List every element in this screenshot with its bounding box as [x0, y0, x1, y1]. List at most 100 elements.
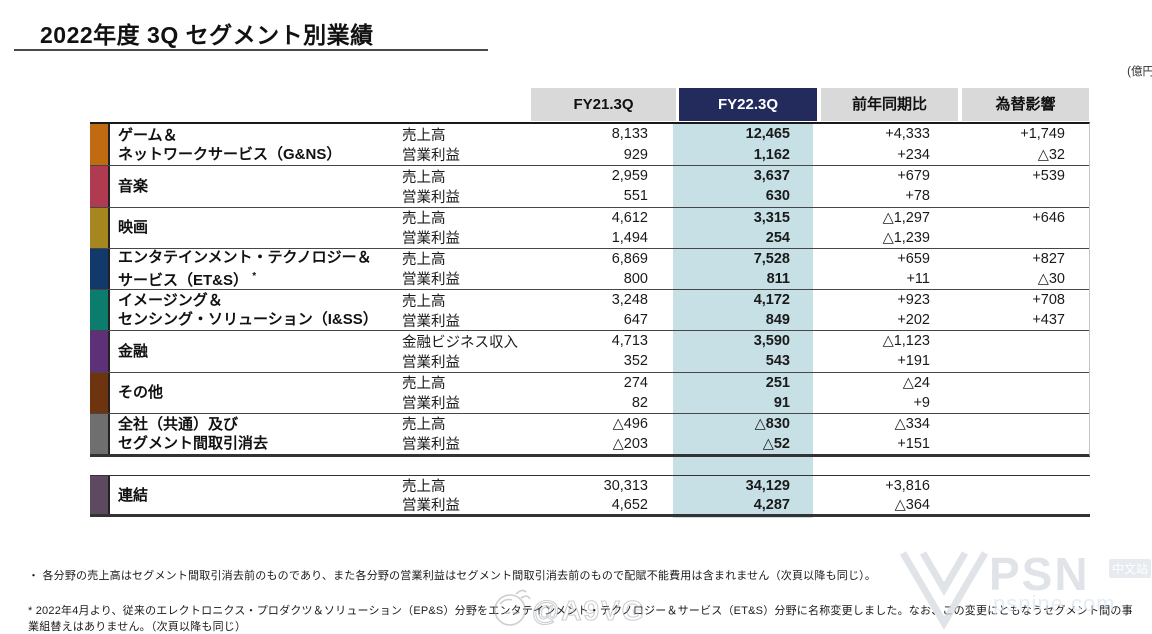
fx-value — [935, 495, 1065, 514]
fy22-value: 4,287 — [753, 496, 790, 513]
sales-row: 売上高 3,248 4,172 +923 +708 — [402, 290, 1089, 310]
footnote-1: ・ 各分野の売上高はセグメント間取引消去前のものであり、また各分野の営業利益はセ… — [28, 570, 877, 582]
fy21-value: 4,652 — [611, 496, 648, 513]
yoy-value: △1,239 — [882, 229, 930, 246]
yoy-value: +3,816 — [885, 477, 930, 494]
metric-label: 営業利益 — [402, 354, 460, 371]
metric-label: 金融ビジネス収入 — [402, 334, 518, 351]
fy21-value: 352 — [623, 353, 648, 370]
yoy-value: +679 — [897, 168, 930, 185]
segment-row-music: 音楽 売上高 2,959 3,637 +679 +539 営業利益 551 63… — [90, 165, 1089, 207]
fy22-value: 251 — [765, 374, 790, 391]
segment-name-line: セグメント間取引消去 — [118, 434, 269, 452]
segment-name: エンタテインメント・テクノロジー＆ サービス（ET&S） * — [118, 249, 490, 289]
metric-label: 営業利益 — [402, 272, 460, 289]
segment-name: 全社（共通）及び セグメント間取引消去 — [118, 414, 490, 454]
fx-value — [935, 414, 1065, 434]
metric-label: 営業利益 — [402, 498, 460, 514]
fx-value: +827 — [1032, 250, 1065, 267]
segment-color-bar — [90, 331, 110, 372]
fy21-value: 3,248 — [611, 292, 648, 309]
yoy-value: △24 — [902, 374, 930, 391]
metric-label: 売上高 — [402, 252, 446, 269]
column-header-fx: 為替影響 — [962, 88, 1089, 121]
fx-value: +437 — [1032, 312, 1065, 329]
fx-value: +708 — [1032, 292, 1065, 309]
yoy-value: +234 — [897, 146, 930, 163]
segment-values: 売上高 274 251 △24 営業利益 82 91 +9 — [402, 373, 1089, 413]
segment-name: 映画 — [118, 208, 490, 248]
fy22-value: 12,465 — [745, 126, 790, 143]
fy22-value: 3,315 — [753, 209, 790, 226]
fy22-value: 630 — [765, 188, 790, 205]
profit-row: 営業利益 1,494 254 △1,239 — [402, 228, 1089, 248]
segment-color-bar — [90, 476, 110, 514]
segment-row-pictures: 映画 売上高 4,612 3,315 △1,297 +646 営業利益 1,49… — [90, 206, 1089, 248]
fy22-value: △52 — [762, 435, 790, 452]
profit-row: 営業利益 △203 △52 +151 — [402, 434, 1089, 454]
fy21-value: 4,612 — [611, 209, 648, 226]
segment-values: 売上高 6,869 7,528 +659 +827 営業利益 800 811 +… — [402, 249, 1089, 289]
fy22-value: 849 — [765, 312, 790, 329]
segment-row-other: その他 売上高 274 251 △24 営業利益 82 91 +9 — [90, 371, 1089, 413]
metric-label: 売上高 — [402, 417, 446, 434]
profit-row: 営業利益 352 543 +191 — [402, 351, 1089, 371]
segment-values: 売上高 3,248 4,172 +923 +708 営業利益 647 849 +… — [402, 290, 1089, 330]
fy21-value: 30,313 — [603, 477, 648, 494]
fx-value — [935, 434, 1065, 454]
segment-name-line: 連結 — [118, 486, 149, 504]
fy22-value: 254 — [765, 229, 790, 246]
sales-row: 売上高 4,612 3,315 △1,297 +646 — [402, 208, 1089, 228]
fx-value — [935, 186, 1065, 206]
fx-value — [935, 351, 1065, 371]
yoy-value: +191 — [897, 353, 930, 370]
sales-row: 金融ビジネス収入 4,713 3,590 △1,123 — [402, 331, 1089, 351]
segment-name-line: 金融 — [118, 342, 149, 360]
sales-row: 売上高 30,313 34,129 +3,816 — [402, 476, 1090, 496]
segment-name: 金融 — [118, 331, 490, 371]
consolidated-table: 連結 売上高 30,313 34,129 +3,816 営業利益 4,652 4… — [90, 475, 1090, 517]
metric-label: 営業利益 — [402, 189, 460, 206]
segment-name: ゲーム＆ ネットワークサービス（G&NS） — [118, 124, 490, 165]
fy22-value: 543 — [765, 353, 790, 370]
fy21-value: 800 — [623, 270, 648, 287]
metric-label: 売上高 — [402, 376, 446, 393]
segment-name-line: 映画 — [118, 219, 149, 237]
metric-label: 営業利益 — [402, 231, 460, 248]
fy21-value: 647 — [623, 312, 648, 329]
segment-name: イメージング＆ センシング・ソリューション（I&SS） — [118, 290, 490, 330]
fx-value — [935, 373, 1065, 393]
segment-row-gns: ゲーム＆ ネットワークサービス（G&NS） 売上高 8,133 12,465 +… — [90, 124, 1089, 166]
fx-value: +539 — [1032, 168, 1065, 185]
yoy-value: △1,123 — [882, 333, 930, 350]
sales-row: 売上高 2,959 3,637 +679 +539 — [402, 166, 1089, 186]
profit-row: 営業利益 647 849 +202 +437 — [402, 310, 1089, 330]
fy22-value: 3,637 — [753, 168, 790, 185]
segment-color-bar — [90, 290, 110, 331]
fy21-value: 551 — [623, 188, 648, 205]
metric-label: 売上高 — [402, 127, 446, 144]
fy22-value: 811 — [766, 270, 790, 287]
profit-row: 営業利益 929 1,162 +234 △32 — [402, 145, 1089, 166]
segment-name: その他 — [118, 373, 490, 413]
column-header-yoy: 前年同期比 — [821, 88, 958, 121]
segment-name: 連結 — [118, 476, 490, 514]
yoy-value: +923 — [897, 292, 930, 309]
metric-label: 売上高 — [402, 211, 446, 228]
yoy-value: +9 — [913, 394, 930, 411]
segment-name-text: サービス（ET&S） — [118, 271, 249, 289]
segment-color-bar — [90, 248, 110, 289]
sales-row: 売上高 △496 △830 △334 — [402, 414, 1089, 434]
profit-row: 営業利益 4,652 4,287 △364 — [402, 495, 1090, 515]
profit-row: 営業利益 800 811 +11 △30 — [402, 269, 1089, 289]
title-underline — [14, 49, 488, 51]
fy21-value: 8,133 — [611, 126, 648, 143]
fy22-value: △830 — [754, 415, 790, 432]
segment-values: 売上高 8,133 12,465 +4,333 +1,749 営業利益 929 … — [402, 124, 1089, 165]
page-title: 2022年度 3Q セグメント別業績 — [40, 22, 374, 48]
fx-value: △32 — [1037, 146, 1065, 163]
fx-value: △30 — [1037, 270, 1065, 287]
sales-row: 売上高 6,869 7,528 +659 +827 — [402, 249, 1089, 269]
metric-label: 売上高 — [402, 293, 446, 310]
